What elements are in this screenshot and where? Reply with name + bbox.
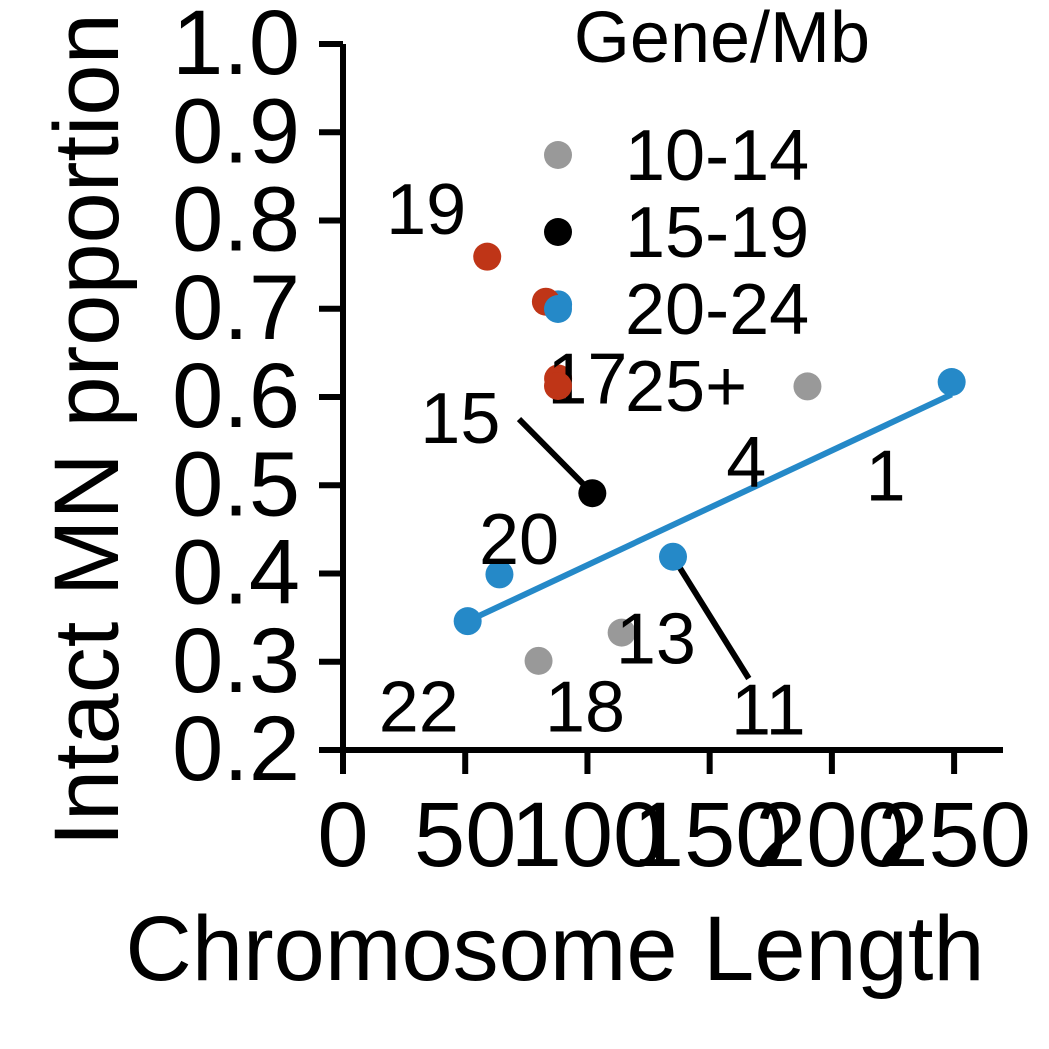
data-point: [793, 372, 822, 401]
y-tick-label: 0.3: [172, 610, 300, 712]
y-tick-label: 0.6: [172, 345, 300, 447]
axes: 0.20.30.40.50.60.70.80.91.00 501001502002…: [172, 0, 1031, 886]
data-point: [453, 607, 482, 636]
y-tick-label: 0.8: [172, 169, 300, 271]
data-point: [937, 367, 966, 396]
x-tick-label: 0: [317, 784, 368, 886]
data-point: [607, 618, 636, 647]
point-label: 19: [386, 170, 466, 250]
y-tick-label: 1.0: [172, 0, 300, 94]
legend-label: 15-19: [625, 193, 809, 273]
data-point: [659, 542, 687, 571]
y-tick-label: 0.9: [172, 80, 300, 182]
point-label: 18: [545, 668, 625, 748]
legend-marker: [544, 295, 572, 323]
data-point: [578, 479, 607, 508]
point-label: 15: [420, 379, 500, 459]
x-axis-label: Chromosome Length: [125, 898, 984, 1000]
data-point: [524, 646, 553, 675]
legend-label: 20-24: [625, 270, 809, 350]
point-label: 11: [731, 670, 806, 750]
legend-marker: [544, 218, 572, 246]
data-point: [485, 560, 514, 589]
fit-line: [466, 391, 953, 624]
point-label: 4: [726, 423, 766, 503]
point-label: 13: [616, 600, 696, 680]
y-tick-label: 0.2: [172, 698, 300, 800]
x-tick-label: 100: [511, 784, 665, 886]
legend-title: Gene/Mb: [574, 0, 870, 78]
y-tick-label: 0.4: [172, 522, 300, 624]
x-tick-label: 50: [414, 784, 516, 886]
x-tick-label: 250: [877, 784, 1031, 886]
point-label: 1: [866, 436, 906, 516]
point-label: 22: [379, 668, 459, 748]
y-tick-label: 0.7: [172, 257, 300, 359]
legend-label: 10-14: [625, 116, 809, 196]
y-axis-label: Intact MN proportion: [36, 13, 138, 846]
leader-lines: [516, 416, 752, 681]
leader-line: [675, 563, 752, 681]
x-tick-label: 150: [633, 784, 787, 886]
data-point: [473, 242, 502, 271]
x-tick-label: 200: [755, 784, 909, 886]
leader-line: [516, 416, 595, 496]
point-label: 20: [479, 500, 559, 580]
legend-marker: [544, 372, 572, 400]
fit-line-layer: [466, 391, 953, 624]
legend-label: 25+: [625, 347, 747, 427]
legend-marker: [544, 141, 572, 169]
y-tick-label: 0.5: [172, 433, 300, 535]
